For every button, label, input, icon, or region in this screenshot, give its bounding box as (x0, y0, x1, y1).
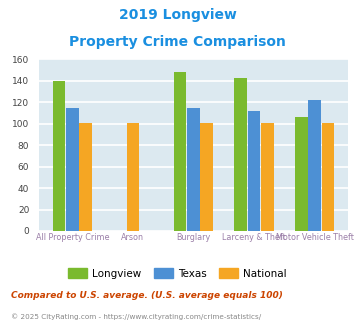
Bar (322, 123, 334, 231)
Bar (174, 72, 186, 231)
Bar (295, 117, 307, 231)
Bar (201, 123, 213, 231)
Text: 2019 Longview: 2019 Longview (119, 8, 236, 22)
Bar (80, 123, 92, 231)
Legend: Longview, Texas, National: Longview, Texas, National (64, 264, 291, 283)
Bar (66, 108, 79, 231)
Text: Compared to U.S. average. (U.S. average equals 100): Compared to U.S. average. (U.S. average … (11, 291, 283, 300)
Text: Property Crime Comparison: Property Crime Comparison (69, 35, 286, 49)
Text: All Property Crime: All Property Crime (36, 233, 109, 242)
Bar (248, 111, 260, 231)
Bar (234, 78, 247, 231)
Bar (53, 81, 65, 231)
Text: Motor Vehicle Theft: Motor Vehicle Theft (275, 233, 354, 242)
Text: Larceny & Theft: Larceny & Theft (222, 233, 286, 242)
Text: Arson: Arson (121, 233, 144, 242)
Bar (261, 123, 274, 231)
Bar (127, 123, 139, 231)
Bar (187, 108, 200, 231)
Text: © 2025 CityRating.com - https://www.cityrating.com/crime-statistics/: © 2025 CityRating.com - https://www.city… (11, 313, 261, 319)
Text: Burglary: Burglary (176, 233, 211, 242)
Bar (308, 100, 321, 231)
